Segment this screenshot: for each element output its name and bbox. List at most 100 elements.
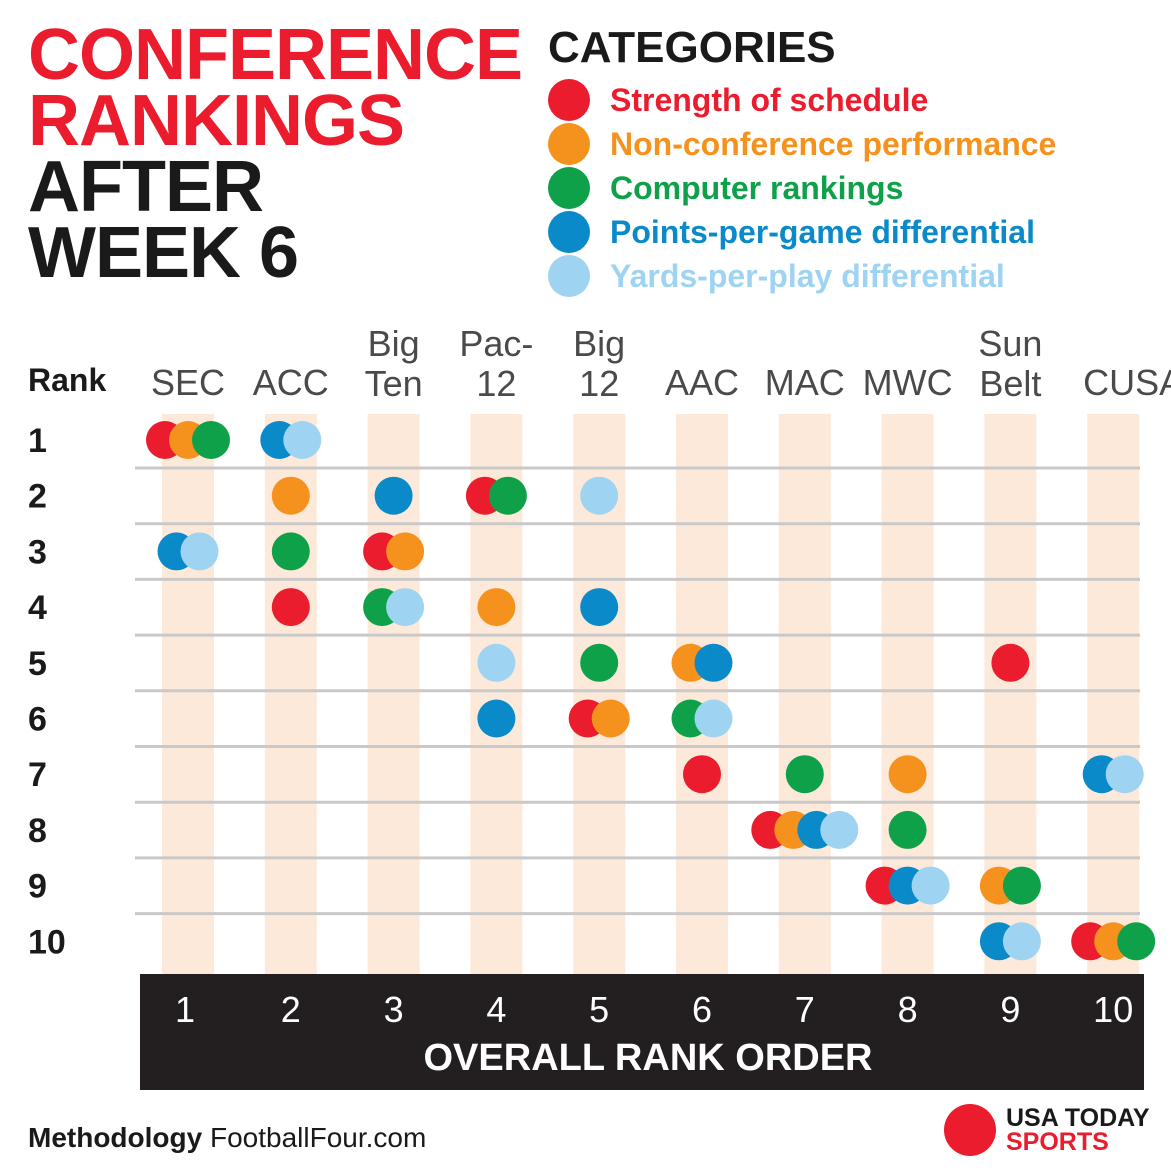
data-dot xyxy=(888,810,927,849)
data-dot xyxy=(1002,922,1041,961)
title-line-4: WEEK 6 xyxy=(28,213,299,293)
legend-label: Non-conference performance xyxy=(610,125,1057,162)
conference-label: 12 xyxy=(476,363,516,404)
data-dot xyxy=(271,588,310,627)
conference-label: Ten xyxy=(365,363,423,404)
data-dot xyxy=(386,532,425,571)
legend-item-computer-rankings: Computer rankings xyxy=(548,166,1056,210)
data-dot xyxy=(580,476,619,515)
logo-dot-icon xyxy=(944,1104,996,1156)
data-dot xyxy=(180,532,219,571)
data-dot xyxy=(386,588,425,627)
legend-item-ypp-differential: Yards-per-play differential xyxy=(548,254,1056,298)
data-dot xyxy=(477,588,516,627)
legend-item-ppg-differential: Points-per-game differential xyxy=(548,210,1056,254)
legend-swatch xyxy=(548,123,590,165)
conference-label: 12 xyxy=(579,363,619,404)
overall-rank-tick: 9 xyxy=(1000,989,1020,1030)
data-dot xyxy=(694,699,733,738)
conference-label: Belt xyxy=(979,363,1041,404)
chart-title: CONFERENCE RANKINGS AFTER WEEK 6 xyxy=(28,15,523,293)
data-dot xyxy=(271,532,310,571)
logo-line-2: SPORTS xyxy=(1006,1128,1109,1156)
column-band xyxy=(1087,414,1140,974)
legend-swatch xyxy=(548,79,590,121)
logo-line-1: USA TODAY xyxy=(1006,1104,1150,1132)
methodology-source: FootballFour.com xyxy=(209,1122,427,1153)
legend-swatch xyxy=(548,211,590,253)
rank-row-label: 1 xyxy=(28,422,47,460)
conference-label: Pac- xyxy=(459,323,533,364)
data-dot xyxy=(580,588,619,627)
conference-label: SEC xyxy=(151,362,225,403)
overall-rank-tick: 8 xyxy=(898,989,918,1030)
data-dot xyxy=(694,643,733,682)
legend-swatch xyxy=(548,255,590,297)
data-dot xyxy=(271,476,310,515)
data-dot xyxy=(888,755,927,794)
conference-label: AAC xyxy=(665,362,739,403)
data-dot xyxy=(192,421,230,459)
conference-label: Big xyxy=(368,323,420,364)
legend-label: Computer rankings xyxy=(610,169,904,206)
overall-rank-tick: 3 xyxy=(384,989,404,1030)
rank-row-label: 8 xyxy=(28,812,47,850)
title-line-1: CONFERENCE xyxy=(28,15,523,95)
logo-wordmark: USA TODAY SPORTS xyxy=(1006,1104,1150,1156)
data-dot xyxy=(477,699,516,738)
conference-label: CUSA xyxy=(1083,362,1171,403)
data-dot xyxy=(283,421,322,459)
legend-swatch xyxy=(548,167,590,209)
data-dot xyxy=(374,476,413,515)
title-line-2: RANKINGS xyxy=(28,81,405,161)
overall-rank-tick: 6 xyxy=(692,989,712,1030)
data-dot xyxy=(683,755,721,794)
conference-label: MWC xyxy=(863,362,953,403)
conference-label: MAC xyxy=(765,362,845,403)
column-band xyxy=(778,414,831,974)
data-dot xyxy=(1117,922,1156,961)
overall-rank-bar xyxy=(140,974,1144,1090)
data-dot xyxy=(991,643,1030,682)
data-dot xyxy=(1002,866,1041,905)
rank-row-label: 2 xyxy=(28,478,47,516)
conference-label: ACC xyxy=(253,362,329,403)
column-band xyxy=(162,414,214,974)
rank-row-label: 5 xyxy=(28,645,47,683)
overall-rank-tick: 7 xyxy=(795,989,815,1030)
x-axis-label: OVERALL RANK ORDER xyxy=(424,1037,873,1079)
data-dot xyxy=(820,810,859,849)
rank-row-label: 6 xyxy=(28,701,47,739)
overall-rank-tick: 10 xyxy=(1093,989,1133,1030)
overall-rank-tick: 1 xyxy=(175,989,195,1030)
conference-label: Sun xyxy=(978,323,1042,364)
legend: CATEGORIES Strength of schedule Non-conf… xyxy=(548,26,1056,298)
legend-item-strength-of-schedule: Strength of schedule xyxy=(548,78,1056,122)
rank-row-label: 4 xyxy=(28,589,47,627)
title-line-3: AFTER xyxy=(28,147,264,227)
legend-label: Strength of schedule xyxy=(610,81,929,118)
legend-title: CATEGORIES xyxy=(548,23,836,72)
data-dot xyxy=(1105,755,1144,794)
methodology-label: Methodology xyxy=(28,1122,203,1153)
data-dot xyxy=(477,643,516,682)
legend-label: Yards-per-play differential xyxy=(610,257,1005,294)
usa-today-sports-logo: USA TODAY SPORTS xyxy=(944,1104,1150,1156)
rank-row-label: 3 xyxy=(28,533,47,571)
data-dot xyxy=(591,699,630,738)
data-dot xyxy=(580,643,619,682)
rank-axis-label: Rank xyxy=(28,362,106,398)
column-band xyxy=(676,414,728,974)
legend-label: Points-per-game differential xyxy=(610,213,1035,250)
overall-rank-tick: 5 xyxy=(589,989,609,1030)
legend-item-non-conference: Non-conference performance xyxy=(548,122,1056,166)
methodology-note: Methodology FootballFour.com xyxy=(28,1122,426,1154)
rank-row-label: 10 xyxy=(28,923,66,961)
rank-row-label: 7 xyxy=(28,756,47,794)
overall-rank-tick: 2 xyxy=(281,989,301,1030)
conference-label: Big xyxy=(573,323,625,364)
data-dot xyxy=(488,476,527,515)
data-dot xyxy=(911,866,950,905)
data-dot xyxy=(785,755,824,794)
